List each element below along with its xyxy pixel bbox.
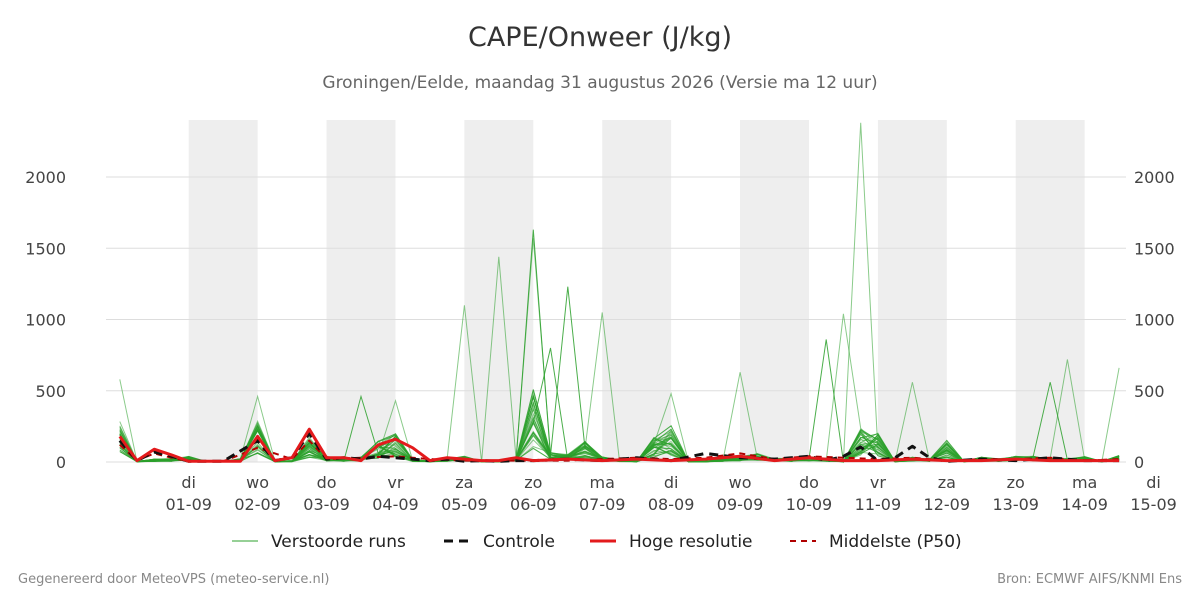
legend-label-ensemble[interactable]: Verstoorde runs — [271, 532, 406, 552]
y-tick-left-1000: 1000 — [25, 311, 66, 330]
axes: 0 0 500 500 1000 1000 1500 1500 2000 2000 di 01-09 w… — [25, 168, 1177, 514]
x-tick-date-4: 05-09 — [441, 495, 488, 514]
shaded-day-2 — [464, 120, 534, 462]
y-tick-right-0: 0 — [1134, 453, 1144, 472]
weekday-shading — [188, 120, 1085, 462]
chart-title: CAPE/Onweer (J/kg) — [467, 22, 732, 53]
shaded-day-0 — [188, 120, 258, 462]
y-tick-right-2000: 2000 — [1134, 168, 1175, 187]
x-tick-date-1: 02-09 — [234, 495, 281, 514]
y-tick-left-500: 500 — [35, 382, 66, 401]
x-tick-date-2: 03-09 — [303, 495, 350, 514]
shaded-day-6 — [1015, 120, 1085, 462]
y-tick-right-1000: 1000 — [1134, 311, 1175, 330]
footer-generator: Gegenereerd door MeteoVPS (meteo-service… — [18, 572, 330, 587]
x-tick-day-8: wo — [729, 473, 752, 492]
shaded-day-4 — [740, 120, 809, 462]
x-tick-day-4: za — [455, 473, 473, 492]
y-tick-left-0: 0 — [56, 453, 66, 472]
x-tick-date-13: 14-09 — [1061, 495, 1108, 514]
x-tick-day-2: do — [317, 473, 337, 492]
x-tick-day-11: za — [938, 473, 956, 492]
x-tick-date-11: 12-09 — [924, 495, 971, 514]
x-tick-date-10: 11-09 — [855, 495, 902, 514]
y-tick-right-500: 500 — [1134, 382, 1165, 401]
legend[interactable]: Verstoorde runs Controle Hoge resolutie Mid… — [232, 532, 962, 552]
x-tick-day-1: wo — [246, 473, 269, 492]
chart-subtitle: Groningen/Eelde, maandag 31 augustus 202… — [322, 73, 878, 93]
x-tick-date-0: 01-09 — [165, 495, 212, 514]
shaded-day-5 — [877, 120, 947, 462]
x-tick-day-14: di — [1146, 473, 1161, 492]
legend-label-p50[interactable]: Middelste (P50) — [829, 532, 962, 552]
legend-label-controle[interactable]: Controle — [483, 532, 555, 552]
x-tick-day-12: zo — [1007, 473, 1025, 492]
x-tick-date-12: 13-09 — [992, 495, 1039, 514]
series-hoge-resolutie-line — [118, 427, 1120, 463]
shaded-day-1 — [326, 120, 396, 462]
y-tick-right-1500: 1500 — [1134, 239, 1175, 258]
x-tick-day-7: di — [664, 473, 679, 492]
x-tick-day-3: vr — [387, 473, 403, 492]
main-lines — [118, 427, 1120, 463]
x-tick-date-7: 08-09 — [648, 495, 695, 514]
x-tick-day-13: ma — [1072, 473, 1097, 492]
x-tick-date-6: 07-09 — [579, 495, 626, 514]
x-tick-day-5: zo — [524, 473, 542, 492]
footer-source: Bron: ECMWF AIFS/KNMI Ens — [997, 572, 1182, 587]
legend-label-hoge_resolutie[interactable]: Hoge resolutie — [629, 532, 753, 552]
x-tick-date-14: 15-09 — [1130, 495, 1177, 514]
y-tick-left-2000: 2000 — [25, 168, 66, 187]
x-tick-date-8: 09-09 — [717, 495, 764, 514]
x-tick-date-3: 04-09 — [372, 495, 419, 514]
x-tick-day-6: ma — [590, 473, 615, 492]
y-tick-left-1500: 1500 — [25, 239, 66, 258]
x-tick-day-0: di — [181, 473, 196, 492]
x-tick-date-9: 10-09 — [786, 495, 833, 514]
x-tick-day-10: vr — [870, 473, 886, 492]
shaded-day-3 — [602, 120, 672, 462]
x-tick-date-5: 06-09 — [510, 495, 557, 514]
x-tick-day-9: do — [799, 473, 819, 492]
